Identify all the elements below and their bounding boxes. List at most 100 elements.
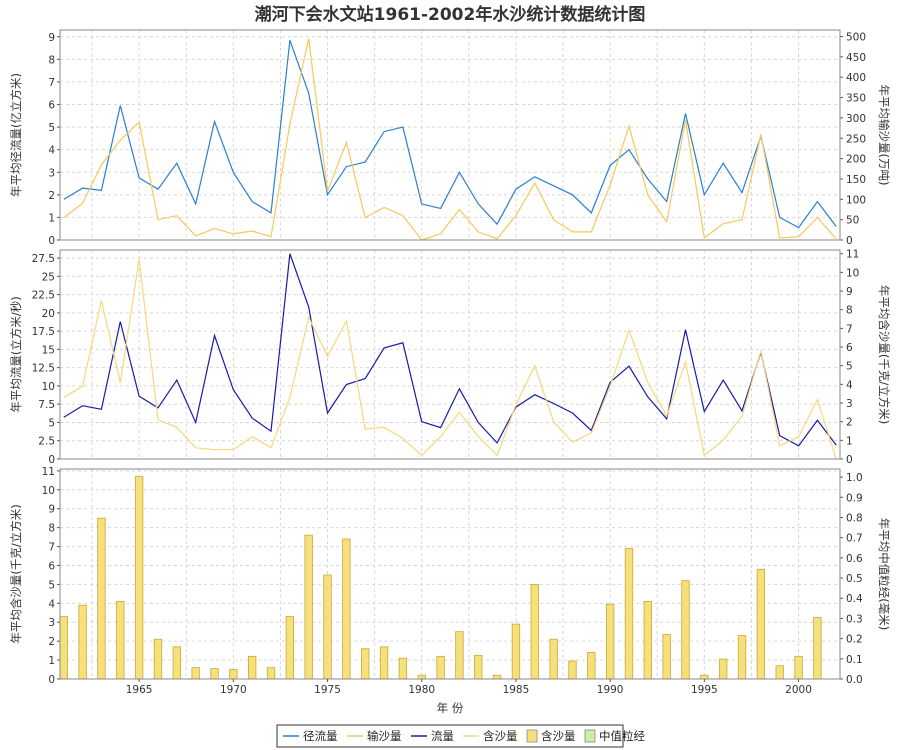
right-tick-label: 0 xyxy=(846,235,853,247)
panel-1: 0 1 2 3 4 5 6 7 8 9 0 50 100 150 200 250 300 350 400 450 500… xyxy=(9,29,891,247)
plot-background xyxy=(60,469,840,679)
plot-background xyxy=(60,30,840,240)
right-tick-label: 9 xyxy=(846,286,853,298)
legend-item: 输沙量 xyxy=(347,729,402,743)
chart-panels: 0123456789050100150200250300350400450500… xyxy=(9,29,891,696)
left-tick-label: 7.5 xyxy=(38,399,55,411)
bar-含沙量 xyxy=(681,580,690,680)
left-tick-label: 8 xyxy=(48,54,55,66)
bar-含沙量 xyxy=(605,603,615,680)
bar-含沙量 xyxy=(210,668,219,680)
left-tick-label: 6 xyxy=(48,560,55,572)
left-tick-label: 12.5 xyxy=(32,363,55,375)
x-tick-label: 1975 xyxy=(314,684,341,696)
left-axis-label: 年平均径流量(亿立方米) xyxy=(9,73,23,197)
bar-含沙量 xyxy=(172,646,181,680)
right-tick-label: 0.9 xyxy=(846,492,863,504)
right-tick-label: 0.7 xyxy=(846,533,863,545)
bar-含沙量 xyxy=(191,667,200,680)
left-tick-label: 7 xyxy=(48,542,55,554)
chart-title: 潮河下会水文站1961-2002年水沙统计数据统计图 xyxy=(255,4,646,25)
chart-legend: 径流量 输沙量 流量 含沙量 含沙量 中值粒经 xyxy=(276,724,645,748)
bar-含沙量 xyxy=(285,616,295,680)
bar-含沙量 xyxy=(662,634,671,680)
bar-含沙量 xyxy=(511,623,521,680)
bar-含沙量 xyxy=(436,655,445,680)
bar-含沙量 xyxy=(323,574,332,680)
left-tick-label: 0 xyxy=(48,454,55,466)
left-tick-label: 0 xyxy=(48,674,55,686)
left-tick-label: 8 xyxy=(48,523,55,535)
left-tick-label: 9 xyxy=(48,504,55,516)
left-tick-label: 0 xyxy=(48,235,55,247)
bar-含沙量 xyxy=(78,604,87,680)
left-tick-label: 11 xyxy=(42,466,55,478)
legend-label: 流量 xyxy=(431,729,454,743)
left-tick-label: 7 xyxy=(48,77,55,89)
right-tick-label: 500 xyxy=(846,32,866,44)
left-tick-label: 3 xyxy=(48,617,55,629)
series-line-含沙量 xyxy=(63,259,837,460)
right-tick-label: 200 xyxy=(846,154,866,166)
left-tick-label: 27.5 xyxy=(32,253,55,265)
bar-含沙量 xyxy=(116,601,125,680)
legend-label: 径流量 xyxy=(303,729,338,743)
right-tick-label: 0.0 xyxy=(846,674,863,686)
bar-含沙量 xyxy=(474,654,483,680)
left-tick-label: 5 xyxy=(48,417,55,429)
bar-含沙量 xyxy=(379,646,389,680)
right-tick-label: 0.1 xyxy=(846,654,863,666)
legend-label: 中值粒经 xyxy=(599,729,645,743)
left-tick-label: 9 xyxy=(48,32,55,44)
right-axis-label: 年平均含沙量(千克/立方米) xyxy=(877,285,891,424)
left-tick-label: 17.5 xyxy=(32,326,55,338)
bar-含沙量 xyxy=(794,655,803,680)
left-tick-label: 2 xyxy=(48,190,55,202)
legend-item: 中值粒经 xyxy=(584,729,645,743)
right-tick-label: 450 xyxy=(846,52,866,64)
legend-item: 径流量 xyxy=(283,729,338,743)
bar-含沙量 xyxy=(304,534,313,680)
bar-含沙量 xyxy=(737,635,747,680)
left-tick-label: 15 xyxy=(42,344,55,356)
bar-含沙量 xyxy=(153,638,163,680)
panel-2: 0 2.5 5 7.5 10 12.5 15 17.5 20 22.5 25 27.5 0 1 2 3 4 5 6 7… xyxy=(9,249,891,466)
left-tick-label: 6 xyxy=(48,100,55,112)
left-tick-label: 22.5 xyxy=(32,290,55,302)
right-tick-label: 5 xyxy=(846,361,853,373)
legend-item: 含沙量 xyxy=(463,729,518,743)
legend-item: 流量 xyxy=(411,729,454,743)
x-tick-label: 1980 xyxy=(408,684,435,696)
legend-label: 输沙量 xyxy=(367,729,402,743)
left-axis-label: 年平均流量(立方米/秒) xyxy=(9,296,23,412)
left-tick-label: 10 xyxy=(42,485,55,497)
bar-含沙量 xyxy=(342,538,351,680)
right-tick-label: 8 xyxy=(846,305,853,317)
bar-含沙量 xyxy=(59,616,68,680)
x-tick-label: 1965 xyxy=(126,684,153,696)
right-tick-label: 0.4 xyxy=(846,593,863,605)
x-tick-label: 1990 xyxy=(597,684,624,696)
right-tick-label: 11 xyxy=(846,249,859,261)
left-tick-label: 5 xyxy=(48,122,55,134)
left-tick-label: 4 xyxy=(48,598,55,610)
right-tick-label: 100 xyxy=(846,194,866,206)
right-tick-label: 2 xyxy=(846,417,853,429)
right-tick-label: 250 xyxy=(846,133,866,145)
plot-frame xyxy=(59,29,841,241)
bar-含沙量 xyxy=(266,667,276,680)
right-tick-label: 300 xyxy=(846,113,866,125)
left-tick-label: 5 xyxy=(48,579,55,591)
bar-含沙量 xyxy=(398,657,408,680)
bar-含沙量 xyxy=(568,660,577,680)
right-tick-label: 0 xyxy=(846,454,853,466)
bar-含沙量 xyxy=(248,655,257,680)
right-tick-label: 0.2 xyxy=(846,634,863,646)
bar-含沙量 xyxy=(134,476,144,680)
legend-swatch-bar xyxy=(526,729,538,743)
right-tick-label: 350 xyxy=(846,93,866,105)
series-line-流量 xyxy=(63,253,837,447)
bar-含沙量 xyxy=(97,517,106,680)
bar-含沙量 xyxy=(229,669,238,680)
